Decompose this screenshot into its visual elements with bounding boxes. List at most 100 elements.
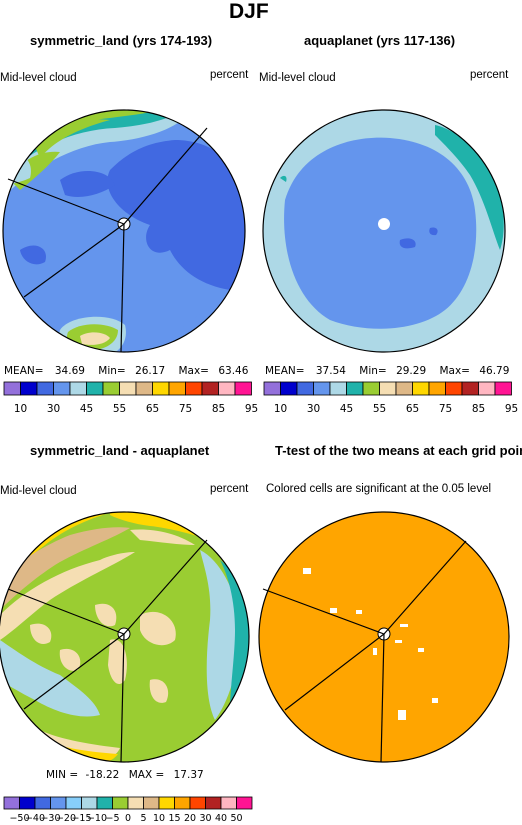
panel3-colorbar-swatch [34,796,51,810]
panel3-colorbar-swatch [96,796,113,810]
panel3-colorbar-tick-label: 0 [125,813,131,824]
panel3-colorbar-tick-label: 20 [184,813,196,824]
panel3-colorbar-swatch [81,796,98,810]
panel1-polar-plot [3,110,245,352]
panel1-min-label: Min= [98,365,126,377]
panel3-colorbar-swatch [50,796,67,810]
panel1-colorbar-swatch [185,381,203,396]
panel1-colorbar-tick-label: 75 [179,403,192,415]
panel3-colorbar-swatch [65,796,82,810]
panel3-colorbar-tick-label: −30 [40,813,60,824]
panel2-colorbar-swatch [428,381,446,396]
panel2-colorbar-tick-label: 85 [472,403,485,415]
panel2-max-value: 46.79 [479,365,510,377]
panel2-colorbar-swatch [395,381,413,396]
panel2-colorbar-swatch [329,381,347,396]
panel3-border [0,511,250,763]
panel2-right-label: percent [470,69,509,81]
panel1-colorbar-swatch [168,381,186,396]
panel1-colorbar-swatch [234,381,252,396]
panel2-colorbar-swatch [362,381,380,396]
panel3-colorbar-swatch [236,796,253,810]
panel3-min-value: -18.22 [85,769,120,781]
panel1-mean-label: MEAN= [4,365,44,377]
panel3-colorbar-tick-label: −20 [56,813,76,824]
panel3-colorbar-swatch [127,796,144,810]
panel1-colorbar-swatch [3,381,21,396]
panel3-colorbar-tick-label: 30 [199,813,211,824]
panel1-colorbar-swatch [102,381,120,396]
panel3-stats: MIN = -18.22 MAX = 17.37 [46,770,204,781]
panel1-right-label: percent [210,69,249,81]
panel3-title: symmetric_land - aquaplanet [30,443,210,458]
panel2-stats: MEAN= 37.54 Min= 29.29 Max= 46.79 [265,366,509,377]
panel3-boundaries [7,539,208,763]
panel3-colorbar: −50−40−30−20−15−10−5 0 5 10 15 20 30 40 50 [3,796,253,824]
panel1-colorbar-tick-label: 95 [245,403,258,415]
panel3-colorbar-swatch [205,796,222,810]
panel2-colorbar-tick-label: 75 [439,403,452,415]
panel2-colorbar-swatch [461,381,479,396]
panel2-colorbar-tick-label: 95 [505,403,518,415]
panel1-colorbar-swatch [152,381,170,396]
panel3-colorbar-swatch [3,796,20,810]
panel3-colorbar-swatch [19,796,36,810]
panel3-colorbar-tick-label: −10 [87,813,107,824]
panel2-title: aquaplanet (yrs 117-136) [304,33,456,48]
panel1-colorbar-swatch [36,381,54,396]
panel2-colorbar-swatch [379,381,397,396]
panel3-colorbar-tick-label: −15 [71,813,91,824]
panel3-max-label: MAX = [128,769,165,781]
panel1-max-value: 63.46 [218,365,249,377]
panel3-colorbar-swatch [143,796,160,810]
panel3-colorbar-tick-label: 50 [230,813,242,824]
panel1-colorbar-tick-label: 85 [212,403,225,415]
panel3-colorbar-tick-label: 5 [140,813,146,824]
panel1-colorbar-swatch [119,381,137,396]
panel2-border [262,109,506,353]
panel2-polar-plot [263,110,505,352]
panel2-colorbar-tick-label: 65 [406,403,419,415]
panel2-colorbar-swatch [478,381,496,396]
panel3-colorbar-tick-label: 40 [215,813,227,824]
panel2-colorbar-swatch [412,381,430,396]
panel4-border [258,511,510,763]
panel4-title: T-test of the two means at each grid poi… [275,443,522,458]
panel2-colorbar-tick-label: 30 [307,403,320,415]
panel2-colorbar-swatch [280,381,298,396]
panel3-colorbar-tick-label: 15 [168,813,180,824]
panel3-left-label: Mid-level cloud [0,485,77,497]
panel3-colorbar-swatch [220,796,237,810]
panel3-polar-plot [0,512,249,762]
panel1-colorbar-swatch [86,381,104,396]
panel1-left-label: Mid-level cloud [0,72,77,84]
panel2-colorbar-swatch [346,381,364,396]
panel4-boundaries [262,540,467,763]
panel1-colorbar-tick-label: 45 [80,403,93,415]
panel2-colorbar-tick-label: 10 [274,403,287,415]
panel3-min-label: MIN = [46,769,79,781]
panel3-colorbar-swatch [158,796,175,810]
panel1-boundaries [7,127,208,353]
panel1-stats: MEAN= 34.69 Min= 26.17 Max= 63.46 [4,366,248,377]
panel2-colorbar: 10 30 45 55 65 75 85 95 [263,381,518,415]
panel3-right-label: percent [210,483,249,495]
panel2-mean-value: 37.54 [315,365,346,377]
panel2-min-value: 29.29 [396,365,427,377]
panel1-colorbar-swatch [201,381,219,396]
panel2-left-label: Mid-level cloud [259,72,336,84]
panel1-colorbar-swatch [69,381,87,396]
panel1-colorbar-tick-label: 10 [14,403,27,415]
panel3-colorbar-swatch [112,796,129,810]
panel1-colorbar-swatch [53,381,71,396]
panel1-colorbar-tick-label: 55 [113,403,126,415]
panel3-colorbar-tick-label: 10 [153,813,165,824]
panel2-colorbar-swatch [313,381,331,396]
panel3-colorbar-swatch [189,796,206,810]
panel3-colorbar-tick-label: −50 [9,813,29,824]
panel2-colorbar-tick-label: 55 [373,403,386,415]
panel1-colorbar-swatch [135,381,153,396]
panel2-colorbar-swatch [296,381,314,396]
panel4-subtitle: Colored cells are significant at the 0.0… [266,483,492,495]
